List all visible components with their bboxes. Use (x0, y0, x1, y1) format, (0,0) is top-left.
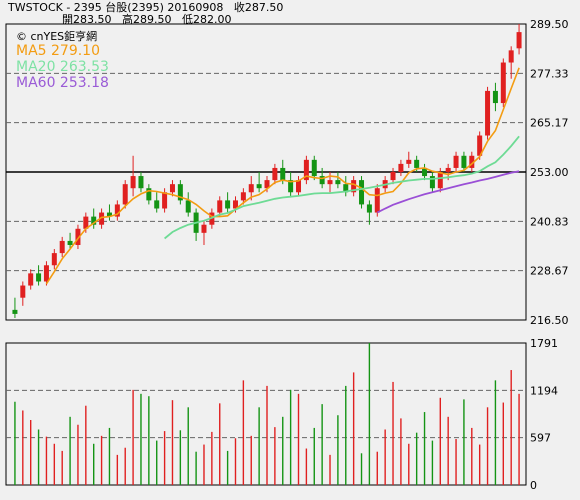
y-tick-label: 228.67 (530, 265, 569, 278)
candle-body (390, 172, 396, 181)
y-tick-label: 216.50 (530, 314, 569, 327)
price-panel: 289.50 277.33 265.17 253.00 240.83 228.67 216.… (5, 18, 569, 327)
candle-body (59, 240, 65, 254)
candle-body (138, 176, 144, 189)
candle-body (319, 176, 325, 185)
volume-plot-frame (5, 342, 527, 486)
y-tick-label: 240.83 (530, 215, 569, 228)
candle-body (20, 285, 26, 298)
candle-body (75, 228, 81, 245)
candle-body (343, 184, 349, 193)
candle-body (146, 188, 152, 201)
brand-label: © cnYES鉅亨網 (16, 30, 98, 43)
candle-body (374, 188, 380, 213)
candle-body (122, 184, 128, 205)
candle-body (154, 200, 160, 209)
candle-body (485, 90, 491, 136)
y-tick-label: 253.00 (530, 166, 569, 179)
candle-body (366, 204, 372, 213)
candle-body (225, 200, 231, 209)
candle-body (185, 200, 191, 213)
y-tick-label: 277.33 (530, 67, 569, 80)
candle-body (335, 180, 341, 185)
ma-line-ma60 (376, 170, 520, 214)
volume-y-tick-label: 597 (530, 432, 551, 445)
volume-y-tick-label: 0 (530, 479, 537, 492)
candle-body (169, 184, 175, 193)
candle-body (272, 167, 278, 181)
candle-body (240, 192, 246, 201)
candle-body (311, 159, 317, 177)
candle-body (469, 155, 475, 168)
candle-body (359, 180, 365, 205)
candle-body (303, 159, 309, 181)
candle-body (130, 176, 136, 189)
ma20-legend: MA20 263.53 (16, 59, 109, 75)
candle-body (414, 159, 420, 168)
candle-body (91, 216, 97, 225)
candle-body (406, 159, 412, 164)
candle-body (232, 200, 238, 209)
candle-body (288, 180, 294, 193)
y-tick-label: 289.50 (530, 18, 569, 31)
candle-body (51, 253, 57, 266)
candle-body (508, 50, 514, 63)
candle-body (43, 265, 49, 282)
y-tick-label: 265.17 (530, 117, 569, 130)
candle-body (28, 273, 34, 286)
candle-body (217, 200, 223, 213)
candle-body (461, 155, 467, 168)
candle-body (351, 180, 357, 193)
candle-body (516, 32, 522, 49)
candle-body (177, 184, 183, 201)
candle-body (477, 135, 483, 156)
candle-body (327, 180, 333, 185)
candle-body (67, 240, 73, 245)
ma5-legend: MA5 279.10 (16, 43, 100, 59)
ma60-legend: MA60 253.18 (16, 75, 109, 91)
candle-body (83, 216, 89, 229)
candle-body (422, 167, 428, 177)
volume-y-tick-label: 1791 (530, 337, 558, 350)
candle-body (280, 167, 286, 181)
volume-y-tick-label: 1194 (530, 384, 558, 397)
candle-body (429, 176, 435, 189)
candle-body (106, 212, 112, 217)
candle-body (296, 180, 302, 193)
quote-header-line-2: 開283.50 高289.50 低282.00 (62, 13, 232, 26)
candle-body (445, 167, 451, 172)
candle-body (248, 184, 254, 193)
volume-panel: 1791 1194 597 0 (5, 337, 558, 492)
candle-body (398, 163, 404, 172)
candle-body (99, 212, 105, 225)
ma-line-ma20 (164, 135, 520, 240)
candle-body (36, 273, 42, 282)
candle-body (500, 62, 506, 104)
candle-body (12, 309, 18, 314)
candle-body (201, 224, 207, 233)
candle-body (256, 184, 262, 189)
candle-body (264, 180, 270, 189)
ma-line-ma5 (45, 67, 520, 285)
candle-body (114, 204, 120, 217)
candle-body (492, 90, 498, 104)
candle-body (453, 155, 459, 168)
candle-body (437, 172, 443, 189)
quote-header-line-1: TWSTOCK - 2395 台股(2395) 20160908 收287.50 (8, 1, 284, 14)
candle-body (162, 192, 168, 209)
